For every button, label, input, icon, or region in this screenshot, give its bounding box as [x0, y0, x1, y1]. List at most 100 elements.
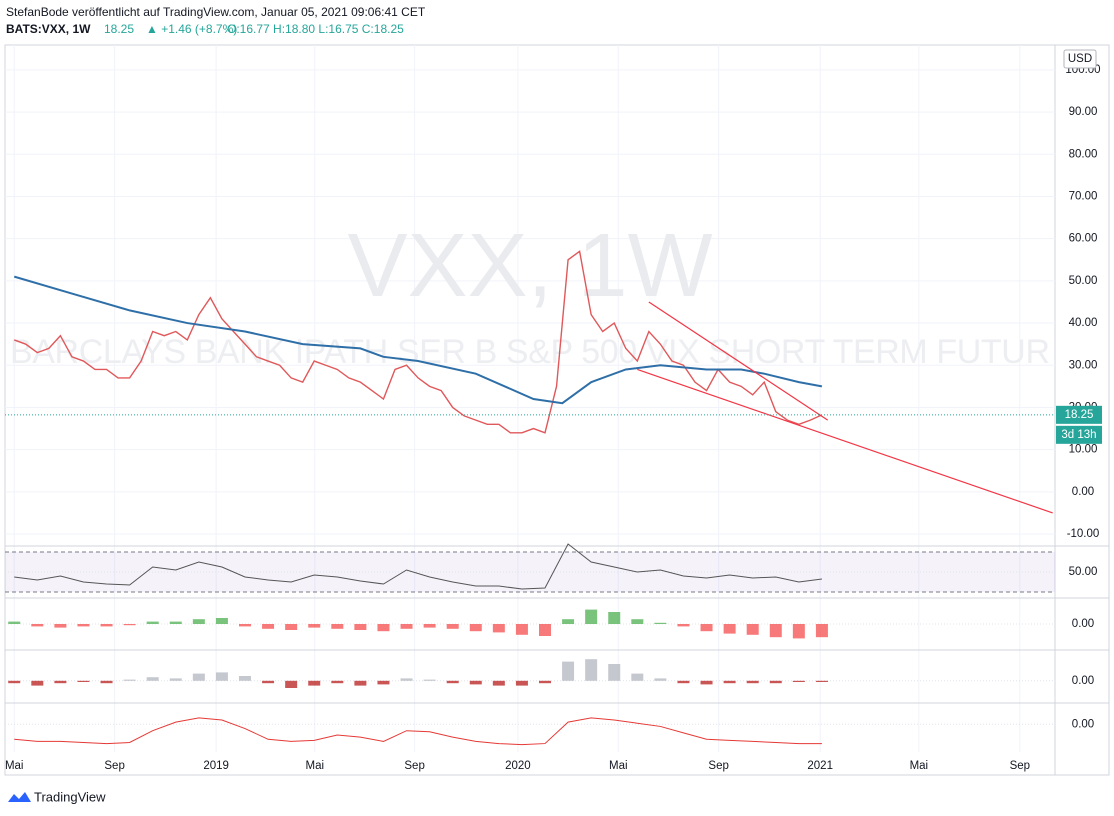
- indicator-bar: [585, 609, 598, 624]
- indicator-bar: [492, 680, 505, 686]
- indicator-bar: [31, 680, 44, 686]
- indicator-bar: [815, 680, 828, 682]
- indicator-bar: [423, 624, 436, 628]
- indicator-bar: [377, 680, 390, 685]
- indicator-bar: [815, 624, 828, 638]
- y-tick-label: 40.00: [1069, 317, 1098, 329]
- indicator-bar: [539, 680, 551, 684]
- last-price-label: 18.25: [1065, 409, 1094, 421]
- indicator-bar: [446, 624, 459, 629]
- x-tick-label: 2020: [505, 760, 531, 772]
- indicator-bar: [792, 624, 805, 639]
- x-tick-label: Sep: [708, 760, 728, 772]
- indicator-bar: [192, 673, 205, 681]
- indicator-bar: [677, 624, 690, 627]
- brand-logo: [8, 792, 31, 802]
- indicator-bar: [746, 680, 759, 684]
- indicator-bar: [631, 673, 644, 681]
- indicator-bar: [723, 624, 736, 634]
- indicator-bar: [54, 680, 67, 684]
- price-line: [13, 250, 823, 434]
- ohlc: O:16.77 H:18.80 L:16.75 C:18.25: [227, 22, 404, 36]
- indicator-bar: [123, 624, 136, 626]
- x-tick-label: Sep: [1010, 760, 1030, 772]
- currency: USD: [1068, 53, 1092, 65]
- indicator-bar: [654, 622, 667, 624]
- x-tick-label: Mai: [5, 760, 24, 772]
- y-tick-label: 0.00: [1072, 675, 1094, 687]
- indicator-bar: [354, 680, 367, 686]
- indicator-bar: [146, 621, 159, 624]
- x-tick-label: Sep: [404, 760, 424, 772]
- indicator-bar: [539, 624, 551, 636]
- indicator-bar: [700, 624, 713, 632]
- indicator-bar: [423, 679, 436, 681]
- y-tick-label: -10.00: [1067, 528, 1100, 540]
- indicator-bar: [239, 676, 251, 681]
- indicator-bar: [492, 624, 505, 633]
- price: 18.25: [104, 22, 134, 36]
- indicator-bar: [77, 680, 90, 682]
- indicator-bar: [100, 624, 113, 627]
- indicator-bar: [169, 678, 182, 681]
- y-tick-label: 60.00: [1069, 233, 1098, 245]
- indicator-bar: [654, 678, 667, 681]
- indicator-bar: [631, 619, 644, 624]
- y-tick-label: 80.00: [1069, 148, 1098, 160]
- indicator-bar: [239, 624, 251, 627]
- y-tick-label: 0.00: [1072, 486, 1094, 498]
- last-price-box: [1056, 405, 1102, 424]
- y-tick-label: 50.00: [1069, 566, 1098, 578]
- indicator-bar: [169, 621, 182, 624]
- indicator-bar: [331, 624, 344, 629]
- trendline: [637, 368, 1053, 514]
- indicator-bar: [192, 619, 205, 624]
- indicator-bar: [746, 624, 759, 635]
- indicator-bar: [562, 619, 575, 624]
- x-tick-label: Mai: [306, 760, 325, 772]
- indicator-bar: [377, 624, 390, 632]
- indicator-bar: [262, 624, 275, 629]
- indicator-bar: [723, 680, 736, 684]
- indicator-bar: [123, 679, 136, 681]
- indicator-bar: [100, 680, 113, 684]
- indicator-bar: [308, 624, 321, 628]
- indicator-bar: [285, 624, 298, 630]
- symbol: BATS:VXX, 1W: [6, 22, 91, 36]
- indicator-bar: [515, 680, 528, 686]
- indicator-bar: [585, 659, 598, 681]
- indicator-bar: [262, 680, 275, 684]
- watermark: VXX, 1W: [347, 216, 712, 316]
- indicator-bar: [308, 680, 321, 686]
- indicator-bar: [400, 678, 413, 681]
- watermark-sub: BARCLAYS BANK IPATH SER B S&P 500 VIX SH…: [10, 333, 1050, 371]
- price-line: [13, 275, 823, 405]
- indicator-bar: [515, 624, 528, 635]
- indicator-bar: [562, 661, 575, 681]
- y-tick-label: 70.00: [1069, 191, 1098, 203]
- y-tick-label: 30.00: [1069, 359, 1098, 371]
- indicator-bar: [215, 618, 228, 624]
- indicator-bar: [608, 664, 621, 681]
- watermark-group: VXX, 1W BARCLAYS BANK IPATH SER B S&P 50…: [10, 216, 1050, 371]
- indicator-bar: [215, 672, 228, 681]
- indicator-bar: [146, 677, 159, 681]
- y-tick-label: 10.00: [1069, 444, 1098, 456]
- indicator-bar: [469, 624, 482, 632]
- indicator-bar: [469, 680, 482, 685]
- indicator-bar: [769, 624, 782, 638]
- countdown: 3d 13h: [1061, 429, 1096, 441]
- indicator-bar: [54, 624, 67, 628]
- brand: TradingView: [34, 789, 106, 804]
- indicator-bar: [792, 680, 805, 682]
- x-tick-label: 2019: [203, 760, 229, 772]
- indicator-bar: [700, 680, 713, 685]
- y-tick-label: 90.00: [1069, 106, 1098, 118]
- indicator-bar: [354, 624, 367, 630]
- indicator-line: [14, 543, 822, 590]
- indicator-bar: [608, 612, 621, 624]
- y-tick-label: 0.00: [1072, 618, 1094, 630]
- currency-box: [1063, 49, 1097, 69]
